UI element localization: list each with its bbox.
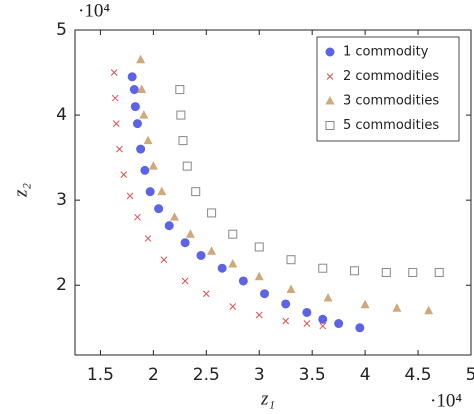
- x-tick-label: 4: [360, 365, 371, 385]
- point: [110, 69, 118, 76]
- x-tick-label: 4.5: [405, 365, 432, 385]
- y-axis-label: z₂: [10, 183, 31, 198]
- point: [207, 208, 217, 218]
- point: [170, 212, 180, 221]
- point: [434, 267, 444, 277]
- point: [148, 161, 158, 170]
- point: [323, 292, 333, 302]
- point: [286, 255, 296, 265]
- point: [318, 314, 328, 324]
- point: [228, 229, 238, 239]
- plot-frame: [74, 29, 472, 356]
- point: [120, 171, 128, 178]
- legend-marker: [325, 47, 335, 57]
- point: [281, 299, 291, 309]
- point: [334, 319, 344, 329]
- legend-label: 1 commodity: [343, 45, 429, 60]
- x-tick-label: 3.5: [299, 365, 326, 385]
- point: [260, 289, 270, 299]
- point: [116, 145, 123, 153]
- point: [137, 84, 147, 94]
- point: [127, 72, 137, 82]
- point: [175, 85, 185, 95]
- point: [196, 250, 206, 260]
- legend-label: 2 commodities: [343, 69, 439, 84]
- point: [176, 110, 186, 120]
- point: [134, 213, 141, 221]
- point: [381, 267, 391, 277]
- point: [392, 303, 402, 312]
- point: [144, 235, 152, 242]
- point: [302, 307, 312, 317]
- point: [217, 263, 227, 273]
- point: [112, 120, 120, 127]
- legend-marker: [325, 121, 335, 130]
- x-tick-label: 1.5: [87, 365, 114, 385]
- point: [136, 54, 146, 64]
- x-tick-label: 2: [148, 365, 159, 385]
- point: [157, 186, 167, 196]
- point: [319, 322, 327, 330]
- y-tick-label: 4: [56, 105, 67, 125]
- point: [136, 144, 146, 154]
- point: [424, 305, 434, 315]
- x-axis-label: z₁: [260, 388, 275, 409]
- point: [145, 187, 155, 197]
- point: [408, 267, 418, 277]
- point: [111, 94, 119, 102]
- y-multiplier: ·10⁴: [78, 0, 110, 21]
- point: [229, 303, 237, 310]
- x-tick-label: 2.5: [193, 365, 220, 385]
- point: [350, 266, 360, 276]
- legend-label: 5 commodities: [343, 118, 439, 133]
- point: [282, 317, 290, 325]
- point: [181, 277, 189, 285]
- legend-marker: [326, 73, 334, 80]
- x-tick-label: 3: [254, 365, 265, 385]
- point: [140, 165, 150, 175]
- point: [207, 246, 217, 255]
- point: [160, 256, 168, 264]
- point: [355, 323, 365, 333]
- point: [143, 135, 153, 145]
- point: [360, 299, 370, 309]
- point: [126, 192, 134, 200]
- y-tick-label: 5: [56, 20, 67, 40]
- point: [182, 161, 192, 171]
- point: [254, 271, 264, 281]
- y-tick-label: 2: [56, 275, 67, 295]
- x-multiplier: ·10⁴: [430, 390, 462, 411]
- point: [286, 284, 296, 293]
- point: [202, 290, 210, 298]
- point: [238, 276, 248, 286]
- point: [228, 258, 238, 268]
- point: [185, 229, 195, 238]
- legend-box: [316, 36, 460, 142]
- point: [303, 320, 311, 327]
- legend-label: 3 commodities: [343, 94, 439, 109]
- point: [139, 110, 149, 119]
- point: [318, 263, 328, 273]
- point: [164, 221, 174, 231]
- point: [180, 238, 190, 248]
- point: [191, 187, 201, 197]
- point: [255, 311, 263, 319]
- point: [132, 119, 142, 129]
- x-tick-label: 5: [466, 365, 474, 385]
- point: [130, 102, 140, 112]
- legend-marker: [325, 96, 335, 105]
- point: [129, 85, 139, 95]
- point: [178, 136, 188, 146]
- y-tick-label: 3: [56, 190, 67, 210]
- point: [154, 204, 164, 214]
- point: [254, 242, 264, 252]
